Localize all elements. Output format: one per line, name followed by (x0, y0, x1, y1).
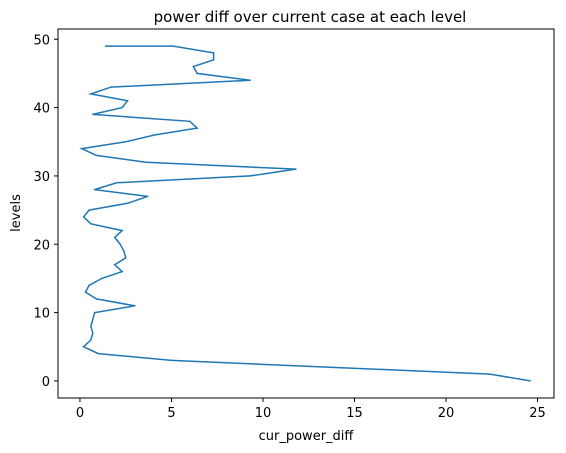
data-point (93, 311, 96, 314)
y-tick-label: 40 (33, 102, 50, 117)
data-point (110, 86, 112, 88)
data-point (90, 223, 92, 225)
data-point (84, 291, 87, 293)
x-tick-label: 5 (167, 406, 175, 421)
data-point (92, 332, 94, 334)
data-point (119, 243, 121, 246)
y-tick-label: 50 (33, 33, 50, 48)
data-point (88, 284, 90, 287)
data-point (146, 195, 149, 198)
data-points (81, 45, 531, 382)
data-point (93, 188, 96, 191)
data-point (192, 65, 195, 68)
data-point (90, 325, 92, 328)
data-point (212, 52, 215, 54)
data-point (121, 106, 123, 109)
data-point (134, 305, 136, 307)
data-point (88, 209, 90, 211)
data-point (123, 250, 125, 252)
data-point (124, 257, 127, 259)
data-point (212, 59, 215, 61)
x-tick-label: 15 (346, 406, 363, 421)
data-point (196, 72, 198, 75)
y-tick-label: 20 (33, 238, 50, 253)
x-tick-label: 0 (76, 406, 84, 421)
data-point (115, 182, 118, 184)
data-point (104, 45, 107, 47)
series-line (79, 45, 531, 382)
y-axis-ticks: 0 10 20 30 40 50 (33, 33, 58, 390)
data-point (295, 168, 297, 170)
y-axis-label: levels (9, 194, 24, 232)
data-point (172, 45, 175, 47)
data-point (126, 100, 129, 102)
data-point (90, 93, 92, 95)
data-point (82, 216, 85, 218)
data-point (95, 154, 98, 157)
x-tick-label: 20 (438, 406, 455, 421)
data-point (124, 141, 127, 143)
data-point (189, 120, 191, 123)
data-point (249, 175, 251, 177)
x-axis-ticks: 0 5 10 15 20 25 (76, 398, 546, 421)
x-tick-label: 25 (529, 406, 546, 421)
data-point (529, 380, 531, 382)
y-tick-label: 0 (42, 375, 50, 390)
data-point (196, 127, 198, 129)
data-point (154, 134, 156, 136)
data-point (121, 270, 123, 273)
data-point (249, 79, 251, 82)
data-point (81, 147, 83, 150)
y-tick-label: 30 (33, 170, 50, 185)
chart-title: power diff over current case at each lev… (154, 8, 467, 26)
data-point (145, 161, 147, 164)
data-point (121, 229, 123, 232)
data-point (95, 298, 98, 300)
data-point (489, 373, 491, 375)
data-point (92, 318, 94, 321)
data-point (101, 277, 103, 280)
plot-frame (57, 28, 555, 399)
data-point (82, 346, 85, 348)
x-tick-label: 10 (255, 406, 272, 421)
data-point (113, 236, 116, 239)
data-point (126, 202, 129, 205)
x-axis-label: cur_power_diff (259, 429, 355, 444)
y-tick-label: 10 (33, 307, 50, 322)
data-point (92, 113, 94, 116)
data-point (90, 339, 92, 341)
data-point (170, 359, 173, 362)
data-point (97, 352, 100, 355)
data-point (113, 264, 116, 266)
